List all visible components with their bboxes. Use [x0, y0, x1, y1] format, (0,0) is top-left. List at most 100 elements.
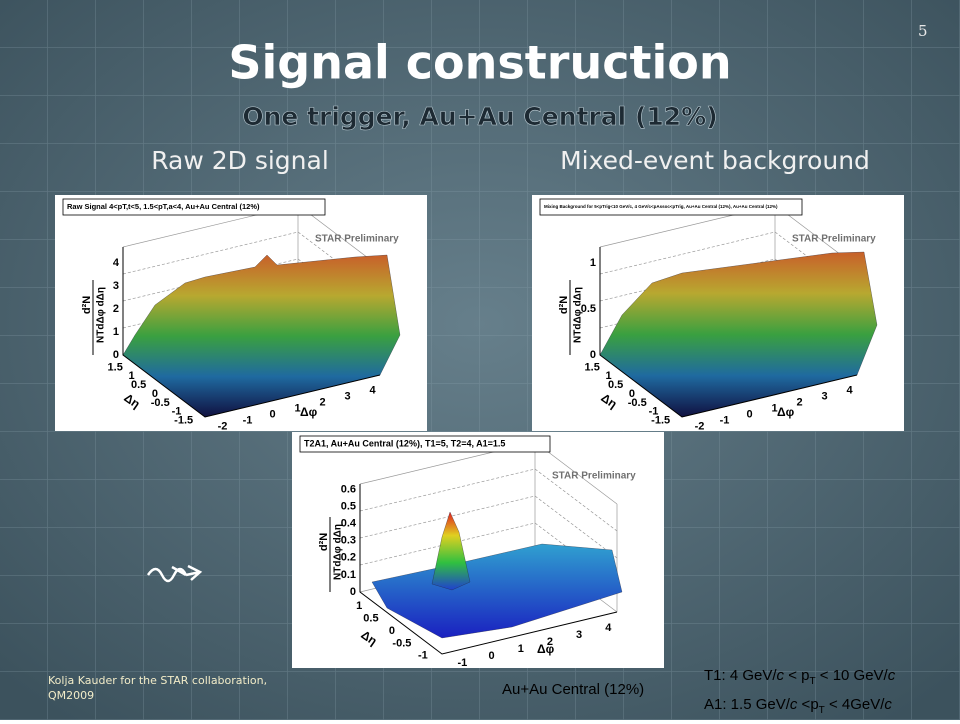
z-axis-label: NTdΔφ dΔη — [333, 524, 344, 580]
plot-title-box — [539, 198, 803, 216]
z-tick-label: 0.3 — [341, 535, 356, 547]
phi-tick-label: 3 — [344, 391, 350, 403]
plot-title-box — [62, 198, 326, 216]
z-axis-label: d²N — [81, 296, 93, 314]
eta-tick-label: 1 — [605, 370, 611, 382]
z-tick-label: 3 — [113, 280, 119, 292]
phi-tick-label: -1 — [243, 415, 253, 427]
t1-cut: T1: 4 GeV/c < pT < 10 GeV/c — [704, 667, 896, 687]
title: Signal construction — [228, 36, 731, 90]
subtitle: One trigger, Au+Au Central (12%) — [242, 102, 717, 131]
z-tick-label: 0.4 — [341, 518, 357, 530]
phi-tick-label: -1 — [720, 415, 730, 427]
watermark: STAR Preliminary — [315, 234, 399, 245]
z-tick-label: 0.1 — [341, 569, 356, 581]
centrality: Au+Au Central (12%) — [502, 681, 644, 698]
eta-tick-label: -0.5 — [151, 397, 170, 409]
phi-tick-label: 2 — [796, 397, 802, 409]
page-number: 5 — [918, 22, 928, 40]
eta-tick-label: -1.5 — [651, 414, 670, 426]
z-axis-label: NTdΔφ dΔη — [96, 287, 107, 343]
x-axis-label: Δφ — [537, 642, 555, 656]
credit: Kolja Kauder for the STAR collaboration, — [48, 674, 267, 687]
surface — [122, 254, 401, 418]
arrow — [146, 564, 203, 583]
cut-part: T1: 4 GeV/ — [704, 667, 777, 684]
z-tick-label: 0.5 — [581, 303, 596, 315]
credit: QM2009 — [48, 689, 94, 702]
eta-tick-label: 1.5 — [585, 361, 600, 373]
phi-tick-label: 0 — [269, 409, 275, 421]
plot-title: T2A1, Au+Au Central (12%), T1=5, T2=4, A… — [304, 438, 505, 448]
eta-tick-label: 0.5 — [363, 613, 378, 625]
phi-tick-label: 4 — [605, 622, 612, 634]
z-tick-label: 0 — [590, 349, 596, 361]
eta-tick-label: 0 — [629, 388, 635, 400]
plot-panel: Raw Signal 4<pT,t<5, 1.5<pT,a<4, Au+Au C… — [55, 195, 427, 433]
z-axis-label: d²N — [558, 296, 570, 314]
a1-cut: A1: 1.5 GeV/c <pT < 4GeV/c — [704, 696, 892, 716]
z-tick-label: 4 — [113, 257, 120, 269]
cut-part: c — [884, 696, 892, 713]
eta-tick-label: -1 — [172, 406, 182, 418]
x-axis-label: Δφ — [300, 405, 318, 419]
z-axis-label: NTdΔφ dΔη — [573, 287, 584, 343]
plot-title-box — [299, 435, 551, 453]
eta-tick-label: -0.5 — [628, 397, 647, 409]
plot-title: Mixing Background for 5<pTrig<10 GeV/c, … — [544, 204, 778, 209]
phi-tick-label: 3 — [576, 629, 582, 641]
z-tick-label: 0.6 — [341, 483, 356, 495]
z-tick-label: 0 — [350, 586, 356, 598]
phi-tick-label: 1 — [518, 643, 524, 655]
eta-tick-label: 0.5 — [608, 379, 623, 391]
phi-tick-label: -2 — [695, 421, 705, 433]
eta-tick-label: 0.5 — [131, 379, 146, 391]
phi-tick-label: 1 — [294, 403, 300, 415]
phi-tick-label: 1 — [771, 403, 777, 415]
phi-tick-label: 0 — [746, 409, 752, 421]
eta-tick-label: 1 — [128, 370, 134, 382]
phi-tick-label: -1 — [458, 657, 468, 669]
eta-tick-label: 1 — [356, 600, 362, 612]
eta-tick-label: 0 — [152, 388, 158, 400]
phi-tick-label: -2 — [218, 421, 228, 433]
phi-tick-label: 2 — [547, 636, 553, 648]
eta-tick-label: 0 — [389, 625, 395, 637]
eta-tick-label: -1 — [418, 650, 428, 662]
cut-part: < p — [784, 667, 809, 684]
z-tick-label: 0.2 — [341, 552, 356, 564]
cut-part: T — [809, 676, 815, 687]
eta-tick-label: -0.5 — [392, 637, 411, 649]
cut-part: c — [888, 667, 896, 684]
cut-part: c — [777, 667, 785, 684]
eta-tick-label: -1 — [649, 406, 659, 418]
eta-tick-label: -1.5 — [174, 414, 193, 426]
surface — [431, 511, 471, 591]
cut-part: A1: 1.5 GeV/ — [704, 696, 791, 713]
cut-part: c — [790, 696, 798, 713]
x-axis-label: Δφ — [777, 405, 795, 419]
watermark: STAR Preliminary — [552, 471, 636, 482]
phi-tick-label: 4 — [846, 385, 853, 397]
plot-axes — [122, 247, 381, 418]
phi-tick-label: 2 — [319, 397, 325, 409]
phi-tick-label: 4 — [369, 385, 376, 397]
panel-label: Raw 2D signal — [151, 146, 329, 175]
surface — [371, 543, 623, 639]
z-tick-label: 1 — [113, 326, 119, 338]
phi-tick-label: 0 — [489, 650, 495, 662]
plot-panel: T2A1, Au+Au Central (12%), T1=5, T2=4, A… — [292, 432, 664, 669]
plot-axes — [359, 484, 618, 655]
cut-part: <p — [797, 696, 818, 713]
z-tick-label: 0.5 — [341, 500, 356, 512]
cut-part: < 4GeV/ — [825, 696, 885, 713]
z-tick-label: 1 — [590, 257, 596, 269]
plot-axes — [599, 247, 858, 418]
panel-label: Mixed-event background — [560, 146, 870, 175]
z-tick-label: 2 — [113, 303, 119, 315]
eta-tick-label: 1.5 — [108, 361, 123, 373]
z-axis-label: d²N — [318, 533, 330, 551]
phi-tick-label: 3 — [821, 391, 827, 403]
z-tick-label: 0 — [113, 349, 119, 361]
